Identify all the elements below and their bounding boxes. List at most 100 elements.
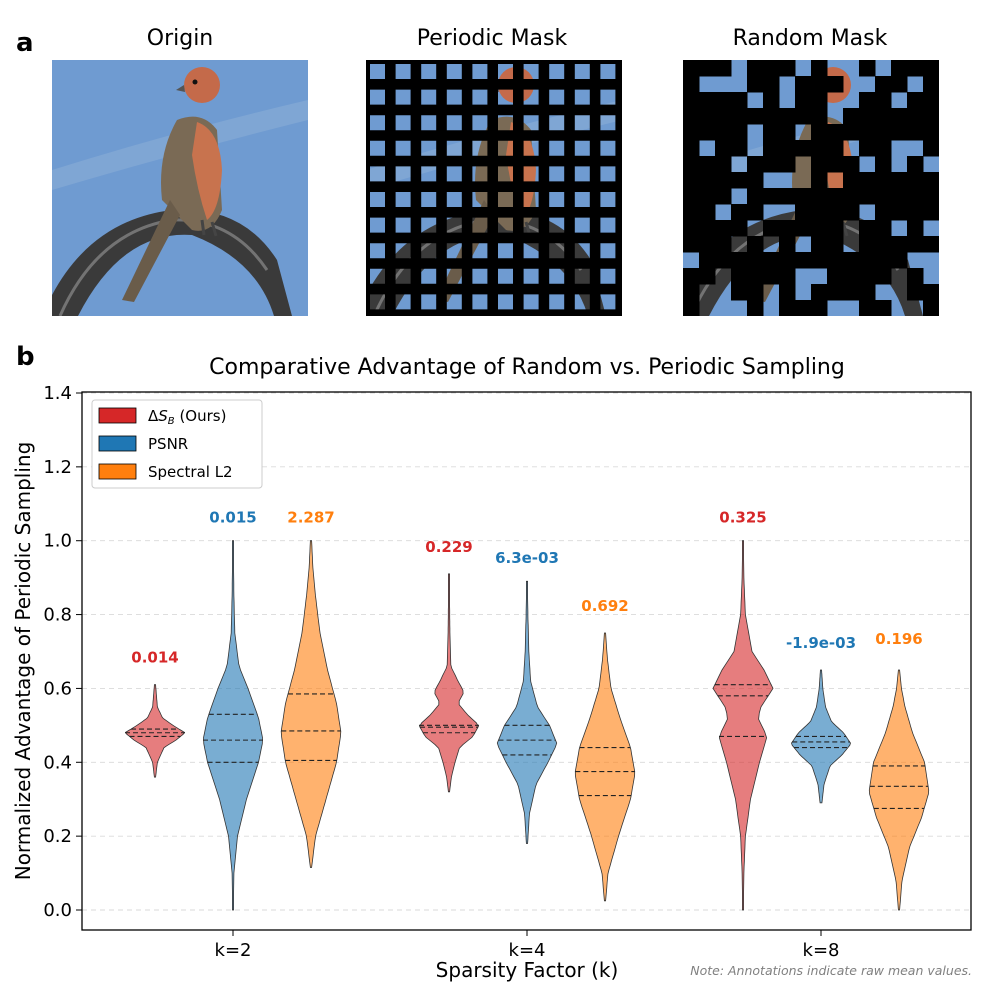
random-mask-cell xyxy=(811,188,828,205)
random-mask-cell xyxy=(859,124,876,141)
random-mask-cell xyxy=(747,156,764,173)
legend-label-psnr: PSNR xyxy=(148,435,188,453)
random-mask-cell xyxy=(763,268,780,285)
random-mask-cell xyxy=(875,220,892,237)
random-mask-cell xyxy=(683,188,700,205)
random-mask-cell xyxy=(779,156,796,173)
origin-title: Origin xyxy=(146,26,214,51)
random-mask-cell xyxy=(907,284,924,301)
mean-annotation: 2.287 xyxy=(287,508,334,526)
violin-body xyxy=(124,684,186,778)
random-mask-cell xyxy=(779,60,796,77)
random-mask-cell xyxy=(699,60,716,77)
random-mask-cell xyxy=(875,92,892,109)
random-mask-cell xyxy=(859,220,876,237)
random-mask-cell xyxy=(731,140,748,157)
random-mask-cell xyxy=(715,108,732,125)
random-mask-cell xyxy=(779,220,796,237)
random-mask-cell xyxy=(843,188,860,205)
random-mask-cell xyxy=(875,188,892,205)
random-mask-cell xyxy=(683,172,700,189)
random-mask-cell xyxy=(811,204,828,221)
random-mask-cell xyxy=(811,220,828,237)
random-mask-cell xyxy=(843,156,860,173)
random-mask-cell xyxy=(683,156,700,173)
random-mask-cell xyxy=(811,156,828,173)
random-mask-cell xyxy=(907,92,924,109)
mean-annotation: 0.014 xyxy=(131,649,178,667)
random-mask-cell xyxy=(875,236,892,253)
x-tick-label: k=2 xyxy=(215,940,252,961)
random-mask-cell xyxy=(875,108,892,125)
random-mask-cell xyxy=(715,124,732,141)
mean-annotation: 0.196 xyxy=(875,630,922,648)
random-mask-cell xyxy=(859,140,876,157)
random-mask-cell xyxy=(859,188,876,205)
random-mask-cell xyxy=(843,108,860,125)
random-mask-cell xyxy=(683,76,700,93)
random-mask-cell xyxy=(891,188,908,205)
random-mask-cell xyxy=(795,140,812,157)
random-mask-cell xyxy=(763,140,780,157)
random-mask-cell xyxy=(923,108,939,125)
random-mask-cell xyxy=(699,188,716,205)
random-mask-cell xyxy=(907,268,924,285)
random-mask-cell xyxy=(811,284,828,301)
random-mask-cell xyxy=(731,124,748,141)
random-mask-cell xyxy=(827,252,844,269)
violin--s-b-ours--k=8 xyxy=(712,540,774,911)
y-axis: 0.0 0.2 0.4 0.6 0.8 1.0 1.2 1.4 xyxy=(43,383,82,921)
random-mask-cell xyxy=(779,124,796,141)
violin-body xyxy=(496,580,558,844)
random-mask-cell xyxy=(875,252,892,269)
random-mask-cell xyxy=(907,60,924,77)
x-tick-label: k=8 xyxy=(803,940,840,961)
random-mask-cell xyxy=(747,300,764,316)
random-mask-cell xyxy=(763,124,780,141)
random-mask-cell xyxy=(699,92,716,109)
random-mask-cell xyxy=(699,220,716,237)
violin-psnr-k=8 xyxy=(791,669,851,804)
random-mask-cell xyxy=(827,124,844,141)
random-mask-cell xyxy=(891,124,908,141)
random-mask-cell xyxy=(699,108,716,125)
random-mask-cell xyxy=(747,60,764,77)
random-mask-cell xyxy=(827,220,844,237)
legend-swatch-spectral-l2 xyxy=(98,463,137,480)
random-mask-cell xyxy=(763,108,780,125)
legend-label-spectral-l2: Spectral L2 xyxy=(148,463,233,481)
y-tick-label: 1.4 xyxy=(43,383,72,404)
random-mask-cell xyxy=(779,236,796,253)
random-mask-cell xyxy=(795,92,812,109)
random-mask-cell xyxy=(683,300,700,316)
random-mask-image xyxy=(683,60,939,316)
random-mask-title: Random Mask xyxy=(732,26,888,51)
random-mask-cell xyxy=(795,108,812,125)
legend-swatch-delta-sb xyxy=(98,407,137,424)
random-mask-cell xyxy=(827,156,844,173)
random-mask-cell xyxy=(859,300,876,316)
random-mask-cell xyxy=(891,252,908,269)
y-tick-label: 0.0 xyxy=(43,900,72,921)
random-mask-cell xyxy=(811,300,828,316)
random-mask-cell xyxy=(827,284,844,301)
random-mask-cell xyxy=(779,284,796,301)
panel-a-label: a xyxy=(16,28,34,58)
random-mask-cell xyxy=(731,220,748,237)
violin-body xyxy=(868,669,930,911)
x-tick-label: k=4 xyxy=(509,940,546,961)
random-mask-cell xyxy=(715,140,732,157)
y-tick-label: 0.6 xyxy=(43,678,72,699)
violin-body xyxy=(203,540,263,911)
random-mask-cell xyxy=(715,188,732,205)
violin-body xyxy=(419,573,479,793)
random-mask-cell xyxy=(811,76,828,93)
random-mask-cell xyxy=(827,236,844,253)
violin-body xyxy=(280,540,342,868)
chart-title: Comparative Advantage of Random vs. Peri… xyxy=(209,355,845,380)
legend: ΔSB (Ours) PSNR Spectral L2 xyxy=(91,399,263,489)
random-mask-cell xyxy=(923,204,939,221)
random-mask-cell xyxy=(731,92,748,109)
note-text: Note: Annotations indicate raw mean valu… xyxy=(690,963,972,978)
random-mask-cell xyxy=(859,172,876,189)
